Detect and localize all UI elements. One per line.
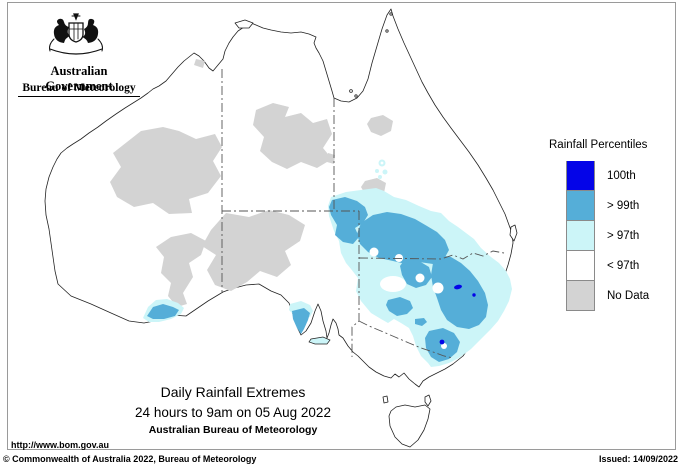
caption-source: Australian Bureau of Meteorology: [148, 424, 318, 436]
map-frame: Australian Government Bureau of Meteorol…: [7, 2, 676, 450]
legend-label-100th: 100th: [607, 170, 636, 182]
legend-swatch-100th: [566, 161, 595, 191]
issued-date: Issued: 14/09/2022: [598, 454, 678, 464]
legend-swatch-nodata: [566, 281, 595, 311]
legend: Rainfall Percentiles 100th > 99th > 97th…: [542, 139, 677, 311]
small-island: [385, 29, 389, 33]
caption-subtitle: 24 hours to 9am on 05 Aug 2022: [135, 405, 331, 420]
small-island: [349, 89, 353, 93]
flinders-island: [424, 394, 432, 407]
pct97-kangaroo-island: [308, 336, 331, 345]
caption-title: Daily Rainfall Extremes: [160, 384, 306, 400]
legend-swatch-99th: [566, 191, 595, 221]
coat-of-arms-icon: [49, 13, 103, 55]
pct100-dots: [439, 284, 476, 345]
tasmania-outline: [388, 404, 431, 448]
melville-island: [234, 19, 254, 29]
map-caption: Daily Rainfall Extremes 24 hours to 9am …: [73, 384, 393, 436]
legend-label-97th: > 97th: [607, 230, 640, 242]
king-island: [382, 395, 389, 404]
below97-holes: [369, 247, 447, 349]
state-borders: [221, 69, 505, 359]
logo-block: Australian Government Bureau of Meteorol…: [12, 7, 162, 102]
legend-item-97th: > 97th: [542, 221, 677, 251]
legend-label-99th: > 99th: [607, 200, 640, 212]
legend-item-nodata: No Data: [542, 281, 677, 311]
legend-label-below97th: < 97th: [607, 260, 640, 272]
border-nsw-vic: [358, 320, 454, 359]
no-data-regions: [110, 59, 393, 307]
pct99-esperance: [147, 304, 179, 319]
legend-item-99th: > 99th: [542, 191, 677, 221]
government-title: Australian Government: [18, 64, 140, 97]
legend-item-100th: 100th: [542, 161, 677, 191]
australia-map: [44, 8, 518, 448]
fraser-island: [509, 224, 518, 242]
pct99-eyre: [292, 308, 310, 334]
legend-swatch-97th: [566, 221, 595, 251]
small-island: [389, 12, 393, 16]
bottom-bar: © Commonwealth of Australia 2022, Bureau…: [0, 454, 680, 467]
border-sa-nsw-vic: [351, 211, 360, 357]
legend-title: Rainfall Percentiles: [549, 139, 648, 151]
legend-swatch-below97th: [566, 251, 595, 281]
small-island: [354, 94, 358, 98]
legend-item-below97th: < 97th: [542, 251, 677, 281]
border-qld-nsw: [358, 250, 505, 260]
bom-url: http://www.bom.gov.au: [11, 440, 109, 450]
copyright-text: © Commonwealth of Australia 2022, Bureau…: [3, 454, 257, 464]
pct97-ring-center: [380, 161, 384, 165]
bureau-title: Bureau of Meteorology: [22, 82, 136, 94]
legend-label-nodata: No Data: [607, 290, 650, 302]
